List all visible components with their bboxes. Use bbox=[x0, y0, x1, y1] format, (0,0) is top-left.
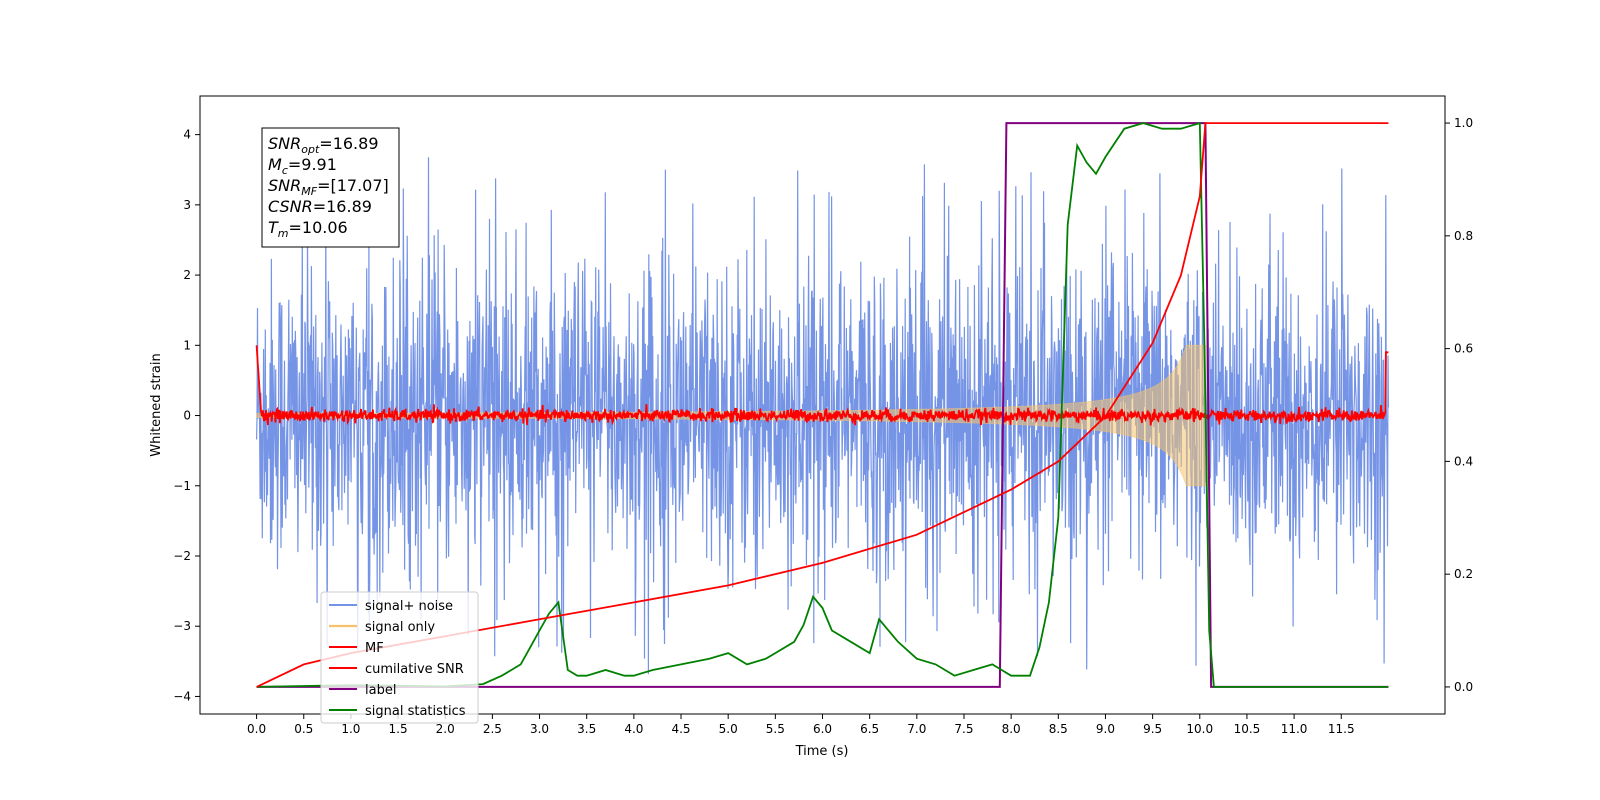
y-tick-label: −1 bbox=[173, 479, 191, 493]
series-signal-statistics bbox=[256, 121, 1389, 688]
x-tick-label: 0.0 bbox=[247, 722, 266, 736]
legend-label: cumilative SNR bbox=[365, 662, 464, 677]
y-tick-label: −2 bbox=[173, 549, 191, 563]
annotation-box: SNRopt=16.89Mc=9.91SNRMF=[17.07]CSNR=16.… bbox=[261, 127, 400, 248]
annotation-line: SNRMF=[17.07] bbox=[268, 176, 389, 198]
x-tick-label: 4.5 bbox=[671, 722, 690, 736]
x-tick-label: 3.5 bbox=[577, 722, 596, 736]
y-axis-label: Whitened strain bbox=[149, 353, 164, 456]
x-axis: 0.0 0.5 1.0 1.5 2.0 2.5 3.0 3.5 4.0 4.5 5.0 5.5 6.0 6… bbox=[247, 714, 1355, 736]
y2-tick-label: 0.0 bbox=[1454, 680, 1473, 694]
x-tick-label: 1.5 bbox=[389, 722, 408, 736]
y2-tick-label: 1.0 bbox=[1454, 116, 1473, 130]
annotation-line: SNRopt=16.89 bbox=[268, 134, 379, 156]
legend-label: MF bbox=[365, 641, 384, 656]
legend-frame bbox=[320, 591, 479, 724]
y-axis-right: 1.0 0.8 0.6 0.4 0.2 0.0 bbox=[1445, 116, 1473, 694]
y-tick-label: 3 bbox=[183, 198, 191, 212]
annotation-line: Tm=10.06 bbox=[268, 218, 348, 240]
x-tick-label: 8.5 bbox=[1049, 722, 1068, 736]
y-tick-label: 1 bbox=[183, 338, 191, 352]
series-signal-noise bbox=[256, 157, 1390, 675]
x-tick-label: 6.5 bbox=[860, 722, 879, 736]
x-tick-label: 8.0 bbox=[1002, 722, 1021, 736]
legend-label: signal statistics bbox=[365, 704, 466, 719]
y2-tick-label: 0.8 bbox=[1454, 229, 1473, 243]
legend-label: signal+ noise bbox=[365, 599, 453, 614]
x-tick-label: 4.0 bbox=[624, 722, 643, 736]
x-tick-label: 7.0 bbox=[907, 722, 926, 736]
x-tick-label: 1.0 bbox=[341, 722, 360, 736]
y-tick-label: 0 bbox=[183, 409, 191, 423]
legend-label: signal only bbox=[365, 620, 435, 635]
annotation-frame bbox=[261, 127, 400, 248]
x-tick-label: 11.5 bbox=[1328, 722, 1355, 736]
annotation-line: CSNR=16.89 bbox=[268, 197, 372, 216]
y2-tick-label: 0.2 bbox=[1454, 567, 1473, 581]
x-tick-label: 11.0 bbox=[1281, 722, 1308, 736]
x-tick-label: 0.5 bbox=[294, 722, 313, 736]
x-tick-label: 7.5 bbox=[954, 722, 973, 736]
x-tick-label: 6.0 bbox=[813, 722, 832, 736]
y2-tick-label: 0.6 bbox=[1454, 342, 1473, 356]
y-tick-label: 4 bbox=[183, 128, 191, 142]
annotation-line: Mc=9.91 bbox=[268, 155, 337, 177]
y-axis-left: 4 3 2 1 0 −1 −2 −3 −4 bbox=[173, 128, 200, 703]
series-mf bbox=[255, 345, 1389, 426]
x-tick-label: 9.5 bbox=[1143, 722, 1162, 736]
y-tick-label: −4 bbox=[173, 689, 191, 703]
legend-label: label bbox=[365, 683, 396, 698]
x-tick-label: 2.5 bbox=[483, 722, 502, 736]
x-tick-label: 9.0 bbox=[1096, 722, 1115, 736]
y-tick-label: 2 bbox=[183, 268, 191, 282]
y-tick-label: −3 bbox=[173, 619, 191, 633]
x-tick-label: 10.0 bbox=[1186, 722, 1213, 736]
x-tick-label: 5.0 bbox=[719, 722, 738, 736]
x-tick-label: 3.0 bbox=[530, 722, 549, 736]
x-tick-label: 10.5 bbox=[1234, 722, 1261, 736]
x-axis-label: Time (s) bbox=[795, 744, 849, 759]
x-tick-label: 2.0 bbox=[436, 722, 455, 736]
x-tick-label: 5.5 bbox=[766, 722, 785, 736]
legend: signal+ noise signal only MF cumilative SNR… bbox=[320, 591, 479, 724]
y2-tick-label: 0.4 bbox=[1454, 454, 1473, 468]
